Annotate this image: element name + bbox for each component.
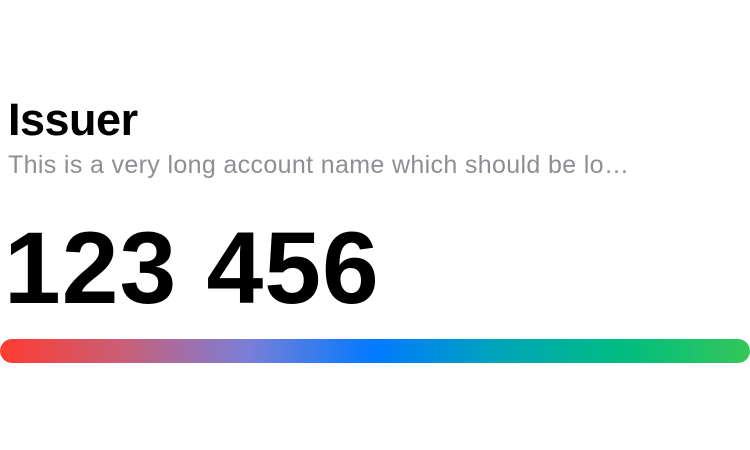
account-name-label: This is a very long account name which s… — [8, 151, 630, 179]
time-remaining-progress-fill — [0, 339, 750, 363]
otp-code[interactable]: 123 456 — [4, 211, 380, 325]
time-remaining-progress-bar — [0, 339, 750, 363]
issuer-label: Issuer — [8, 94, 138, 145]
